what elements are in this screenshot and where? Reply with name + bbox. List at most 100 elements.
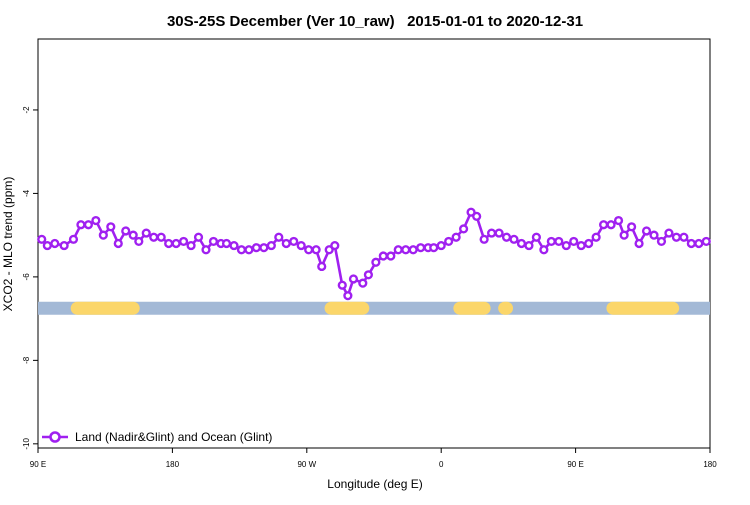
data-point — [208, 236, 219, 247]
data-point — [193, 232, 204, 242]
data-point — [171, 238, 181, 249]
data-point — [516, 238, 527, 249]
data-point — [371, 257, 381, 267]
data-point — [613, 215, 624, 226]
y-axis: -2 -4 -6 -8 -10 — [22, 106, 38, 450]
data-point — [598, 220, 609, 230]
data-point — [576, 240, 586, 251]
data-point — [606, 220, 616, 230]
data-point — [311, 245, 321, 255]
data-point — [121, 226, 131, 236]
data-point — [296, 240, 306, 251]
data-point — [266, 240, 276, 251]
data-point — [68, 234, 79, 244]
data-point — [83, 220, 94, 230]
data-point — [186, 240, 196, 251]
x-tick-label: 90 W — [297, 460, 316, 469]
data-point — [179, 236, 189, 247]
y-tick-label: -6 — [22, 273, 31, 281]
data-point — [539, 245, 549, 255]
data-point — [472, 211, 482, 221]
data-point — [141, 228, 151, 238]
x-tick-label: 180 — [703, 460, 717, 469]
data-point — [281, 238, 291, 249]
data-point — [134, 236, 144, 247]
data-point — [694, 238, 704, 249]
data-point — [591, 232, 601, 242]
data-point — [98, 230, 108, 240]
data-point — [664, 228, 674, 238]
data-point — [546, 236, 556, 247]
y-tick-label: -2 — [22, 106, 31, 114]
data-point — [509, 234, 519, 244]
data-point — [408, 245, 418, 255]
data-point — [686, 238, 696, 249]
chart-title: 30S-25S December (Ver 10_raw) 2015-01-01… — [167, 13, 583, 30]
data-point — [244, 245, 254, 255]
data-point — [363, 270, 374, 280]
data-point — [156, 232, 166, 242]
data-point — [466, 207, 476, 217]
data-point — [149, 232, 159, 242]
y-tick-label: -4 — [22, 189, 31, 197]
data-point — [561, 240, 571, 251]
data-point — [221, 238, 232, 249]
x-axis: 90 E 180 90 W 0 90 E 180 — [30, 448, 717, 469]
data-point — [91, 215, 101, 226]
data-point — [378, 251, 388, 261]
data-point — [76, 220, 86, 230]
data-point — [59, 240, 69, 251]
data-point — [401, 245, 411, 255]
data-point — [128, 230, 138, 240]
data-point — [679, 232, 689, 242]
data-point — [113, 238, 123, 249]
data-point — [324, 245, 334, 255]
data-point — [479, 234, 489, 244]
data-point — [619, 230, 629, 240]
legend-marker-swatch — [49, 431, 61, 443]
x-tick-label: 0 — [439, 460, 444, 469]
data-point — [330, 240, 340, 251]
y-tick-label: -10 — [22, 437, 31, 449]
data-point — [259, 243, 269, 253]
x-tick-label: 180 — [166, 460, 180, 469]
data-point — [671, 232, 682, 242]
data-point — [106, 222, 116, 232]
data-point — [444, 236, 454, 247]
y-axis-label: XCO2 - MLO trend (ppm) — [1, 177, 15, 312]
data-point — [386, 251, 396, 261]
data-point — [236, 245, 247, 255]
y-tick-label: -8 — [22, 356, 31, 364]
data-point — [584, 238, 594, 249]
data-point — [459, 224, 469, 234]
data-point — [429, 243, 439, 253]
data-point — [337, 280, 347, 290]
data-point — [494, 228, 504, 238]
data-point — [317, 261, 327, 272]
data-point — [649, 230, 659, 240]
data-point — [524, 240, 534, 251]
data-point — [656, 236, 667, 247]
data-point — [358, 278, 368, 288]
data-point — [554, 236, 564, 247]
data-point — [701, 236, 711, 247]
data-point — [343, 291, 353, 301]
data-point — [626, 222, 637, 232]
data-point — [348, 274, 359, 284]
x-tick-label: 90 E — [30, 460, 46, 469]
series-layer — [37, 207, 711, 301]
data-point — [164, 238, 174, 249]
data-point — [50, 238, 60, 249]
data-point — [641, 226, 652, 236]
data-point — [229, 240, 239, 251]
data-point — [37, 234, 47, 244]
data-point — [634, 238, 644, 249]
data-point — [274, 232, 284, 242]
data-point — [42, 240, 52, 251]
data-point — [436, 240, 446, 251]
data-point — [251, 243, 262, 253]
data-point — [501, 232, 512, 242]
x-tick-label: 90 E — [567, 460, 583, 469]
